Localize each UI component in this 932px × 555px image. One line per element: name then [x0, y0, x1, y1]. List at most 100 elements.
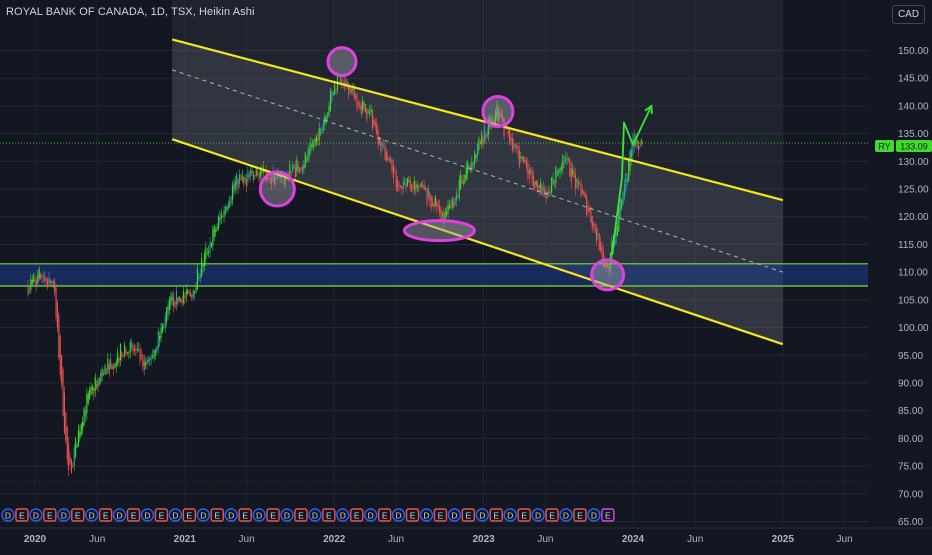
earnings-marker[interactable]: E [545, 508, 559, 522]
candle-body [639, 145, 641, 147]
event-marker-letter: D [61, 511, 67, 521]
dividend-marker[interactable]: D [364, 508, 378, 522]
earnings-marker[interactable]: E [126, 508, 141, 522]
earnings-marker[interactable]: E [43, 508, 57, 522]
earnings-marker[interactable]: E [266, 508, 280, 522]
projection-arrowhead [644, 104, 653, 114]
earnings-marker[interactable]: E [517, 508, 531, 522]
channel-mid-line[interactable] [171, 69, 783, 273]
dividend-marker[interactable]: D [1, 508, 15, 522]
dividend-marker[interactable]: D [447, 508, 462, 522]
earnings-marker[interactable]: E [210, 508, 224, 522]
earnings-marker[interactable]: E [405, 508, 420, 522]
candle-body [153, 349, 155, 357]
candle-body [72, 466, 74, 468]
candle-body [478, 138, 480, 151]
candle-body [192, 289, 194, 297]
event-marker-letter: D [312, 511, 318, 521]
last-price-value: 133.09 [900, 142, 928, 152]
candle-body [77, 430, 79, 447]
dividend-marker[interactable]: D [559, 508, 573, 522]
candle-body [394, 171, 396, 173]
dividend-marker[interactable]: D [224, 508, 238, 522]
candle-body [555, 166, 557, 183]
earnings-marker[interactable]: E [322, 508, 336, 522]
candle-body [499, 111, 501, 116]
dividend-marker[interactable]: D [531, 508, 545, 522]
candle-body [448, 205, 450, 209]
earnings-marker[interactable]: E [377, 508, 392, 522]
dividend-marker[interactable]: D [280, 508, 294, 522]
dividend-marker[interactable]: D [391, 508, 406, 522]
candle-body [399, 185, 401, 188]
candle-body [115, 361, 117, 366]
price-tick-label: 115.00 [898, 240, 928, 251]
candle-body [209, 242, 211, 253]
time-axis[interactable]: 2020 Jun 2021 Jun 2022 Jun 2023 Jun 2024 Jun 2025 J… [0, 527, 932, 545]
earnings-marker[interactable]: E [154, 508, 169, 522]
candle-body [160, 327, 162, 339]
channel-upper-line[interactable] [171, 38, 784, 202]
candle-body [80, 424, 82, 436]
earnings-marker[interactable]: E [71, 508, 85, 522]
dividend-marker[interactable]: D [252, 508, 266, 522]
event-marker-letter: E [131, 511, 137, 521]
dividend-marker[interactable]: D [112, 508, 127, 522]
dividend-marker[interactable]: D [84, 508, 99, 522]
candle-body [560, 166, 562, 171]
candle-body [376, 123, 378, 135]
earnings-marker[interactable]: E [489, 508, 503, 522]
earnings-marker[interactable]: E [294, 508, 308, 522]
earnings-marker[interactable]: E [601, 508, 615, 522]
earnings-marker[interactable]: E [573, 508, 587, 522]
candle-body [486, 133, 488, 137]
candle-body [257, 171, 259, 175]
dividend-marker[interactable]: D [168, 508, 183, 522]
candle-body [472, 163, 474, 166]
projection-arrow [610, 104, 653, 256]
dividend-marker[interactable]: D [587, 508, 601, 522]
dividend-marker[interactable]: D [196, 508, 211, 522]
candle-body [388, 158, 390, 160]
earnings-marker[interactable]: E [15, 508, 29, 522]
dividend-marker[interactable]: D [419, 508, 434, 522]
earnings-marker[interactable]: E [461, 508, 476, 522]
candle-body [152, 355, 154, 359]
candle-body [283, 175, 285, 184]
candle-body [579, 182, 581, 185]
candle-body [325, 117, 327, 121]
candle-body [345, 79, 347, 85]
dividend-marker[interactable]: D [475, 508, 489, 522]
candle-body [272, 170, 274, 182]
candle-body [252, 171, 254, 181]
dividend-marker[interactable]: D [308, 508, 322, 522]
candle-body [538, 185, 540, 191]
candle-body [426, 188, 428, 205]
candle-body [98, 378, 100, 384]
currency-button[interactable]: CAD [892, 5, 925, 24]
dividend-marker[interactable]: D [336, 508, 350, 522]
candle-body [83, 407, 85, 426]
event-marker-letter: D [396, 511, 402, 521]
candle-body [545, 191, 547, 199]
earnings-marker[interactable]: E [182, 508, 197, 522]
event-marker-letter: E [187, 511, 193, 521]
earnings-marker[interactable]: E [350, 508, 364, 522]
candle-body [161, 323, 163, 333]
dividend-marker[interactable]: D [57, 508, 71, 522]
candle-body [164, 316, 166, 328]
highlight-ellipse [481, 94, 515, 128]
price-axis[interactable]: 150.00 145.00 140.00 135.00 130.00 125.00 120.… [898, 46, 929, 528]
earnings-marker[interactable]: E [238, 508, 252, 522]
earnings-marker[interactable]: E [433, 508, 448, 522]
dividend-marker[interactable]: D [503, 508, 517, 522]
dividend-marker[interactable]: D [29, 508, 43, 522]
earnings-marker[interactable]: E [98, 508, 113, 522]
candle-body [111, 364, 113, 370]
candle-body [366, 108, 368, 120]
dividend-marker[interactable]: D [140, 508, 155, 522]
candle-body [68, 442, 70, 470]
